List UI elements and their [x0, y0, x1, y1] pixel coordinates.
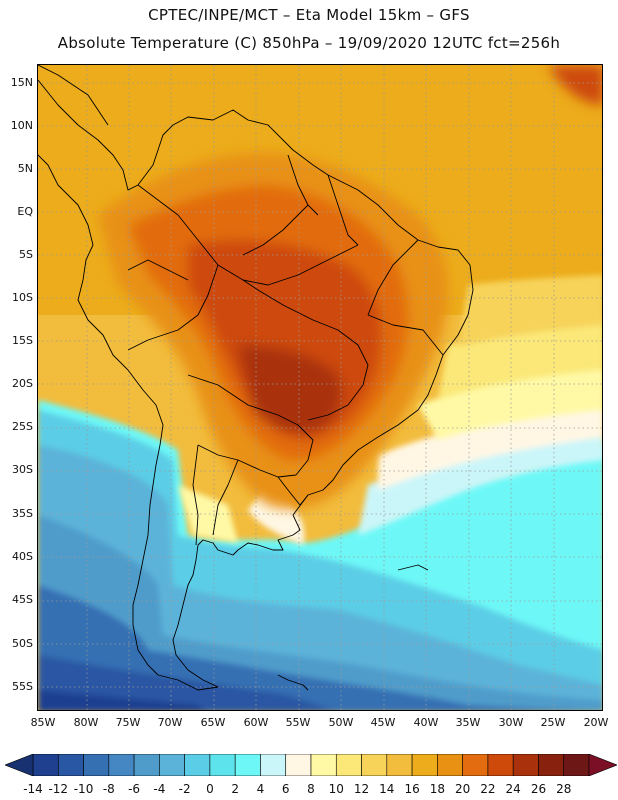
lon-label-60w: 60W — [243, 716, 269, 729]
colorbar-label: 10 — [328, 782, 344, 796]
lat-label-eq: EQ — [17, 205, 33, 218]
colorbar-label: 12 — [353, 782, 370, 796]
colorbar-cell — [32, 754, 59, 776]
lat-label-5s: 5S — [19, 248, 33, 261]
colorbar-label: -2 — [178, 782, 191, 796]
colorbar-label: 24 — [505, 782, 521, 796]
colorbar-cell — [209, 754, 236, 776]
lat-label-15s: 15S — [12, 334, 33, 347]
lon-label-70w: 70W — [157, 716, 183, 729]
colorbar-cell — [133, 754, 160, 776]
colorbar-cell — [57, 754, 84, 776]
colorbar-cell — [83, 754, 110, 776]
lat-label-35s: 35S — [12, 507, 33, 520]
lat-label-55s: 55S — [12, 680, 33, 693]
colorbar-cell — [512, 754, 539, 776]
colorbar-label: 18 — [429, 782, 445, 796]
colorbar-cell — [462, 754, 489, 776]
field-warm-core — [98, 65, 602, 509]
lon-label-75w: 75W — [115, 716, 141, 729]
temperature-map — [37, 64, 603, 711]
colorbar-label: 16 — [404, 782, 420, 796]
colorbar-cell — [159, 754, 185, 776]
colorbar-cell — [285, 754, 312, 776]
lat-label-50s: 50S — [12, 637, 33, 650]
colorbar-label: 6 — [281, 782, 290, 796]
colorbar-label: 22 — [480, 782, 496, 796]
colorbar-cell — [335, 754, 362, 776]
colorbar-under-arrow — [5, 754, 34, 776]
colorbar-cell — [386, 754, 413, 776]
colorbar-label: -12 — [48, 782, 69, 796]
colorbar-label: 8 — [307, 782, 315, 796]
colorbar-cell — [234, 754, 261, 776]
lat-label-30s: 30S — [12, 463, 33, 476]
lat-label-20s: 20S — [12, 377, 33, 390]
lat-label-15n: 15N — [10, 76, 33, 89]
lon-label-20w: 20W — [583, 716, 609, 729]
colorbar-label: -10 — [73, 782, 94, 796]
colorbar-label: 14 — [379, 782, 395, 796]
colorbar-cell — [437, 754, 463, 776]
lat-label-5n: 5N — [17, 162, 33, 175]
lat-label-25s: 25S — [12, 420, 33, 433]
chart-title-line2: Absolute Temperature (C) 850hPa – 19/09/… — [57, 34, 561, 52]
lon-label-35w: 35W — [455, 716, 481, 729]
colorbar-label: 0 — [206, 782, 214, 796]
colorbar-cell — [361, 754, 388, 776]
coastlines — [38, 65, 474, 691]
lon-label-55w: 55W — [285, 716, 311, 729]
colorbar-label: -14 — [23, 782, 43, 796]
colorbar-cell — [538, 754, 565, 776]
colorbar-label: 2 — [231, 782, 239, 796]
colorbar — [5, 754, 617, 776]
colorbar-over-arrow — [588, 754, 617, 776]
colorbar-label: 28 — [556, 782, 572, 796]
colorbar-label: -8 — [102, 782, 115, 796]
lat-label-45s: 45S — [12, 593, 33, 606]
lon-label-45w: 45W — [370, 716, 396, 729]
lon-label-65w: 65W — [200, 716, 226, 729]
lon-label-80w: 80W — [73, 716, 99, 729]
chart-title-line1: CPTEC/INPE/MCT – Eta Model 15km – GFS — [148, 6, 470, 24]
lon-label-40w: 40W — [413, 716, 439, 729]
colorbar-cell — [108, 754, 135, 776]
lon-label-25w: 25W — [540, 716, 566, 729]
field-transition — [178, 275, 602, 545]
colorbar-label: 20 — [454, 782, 471, 796]
colorbar-label: 26 — [530, 782, 547, 796]
lat-label-10n: 10N — [10, 119, 33, 132]
colorbar-label: -6 — [128, 782, 141, 796]
lat-label-10s: 10S — [12, 291, 33, 304]
colorbar-cell — [487, 754, 514, 776]
colorbar-cell — [563, 754, 590, 776]
lon-label-50w: 50W — [328, 716, 354, 729]
lon-label-85w: 85W — [30, 716, 56, 729]
colorbar-cell — [260, 754, 287, 776]
colorbar-cell — [310, 754, 337, 776]
colorbar-label: -4 — [153, 782, 166, 796]
colorbar-cell — [184, 754, 211, 776]
colorbar-cell — [411, 754, 438, 776]
lon-label-30w: 30W — [498, 716, 524, 729]
colorbar-label: 4 — [256, 782, 265, 796]
lat-label-40s: 40S — [12, 550, 33, 563]
